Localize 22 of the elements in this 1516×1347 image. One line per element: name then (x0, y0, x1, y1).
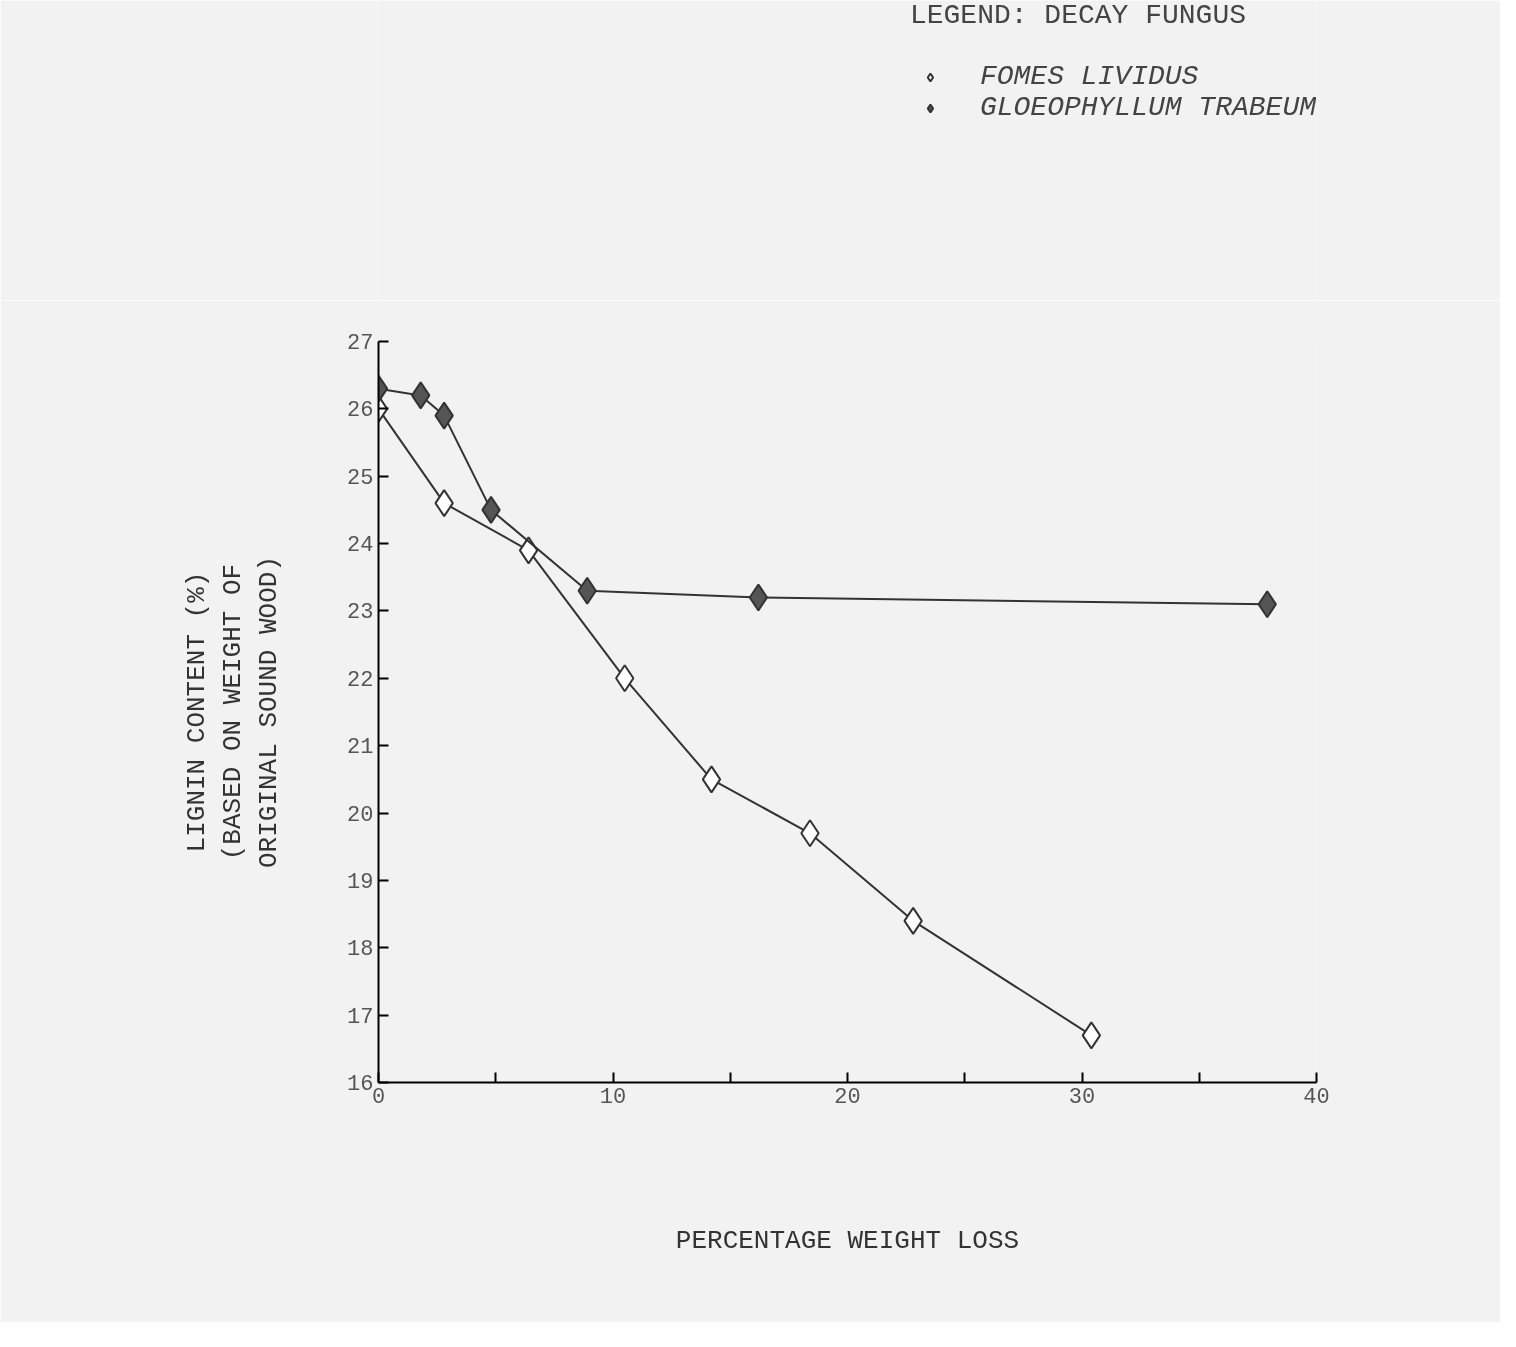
y-axis-title: LIGNIN CONTENT (%) (BASED ON WEIGHT OF ORIGINAL SOUND WOOD) (182, 555, 285, 869)
y-tick-label: 19 (347, 869, 374, 895)
y-tick-label: 16 (347, 1072, 374, 1097)
y-tick-label: 18 (347, 937, 374, 963)
y-tick-label: 22 (347, 667, 374, 693)
x-tick-label: 30 (1068, 1084, 1096, 1110)
legend-label: FOMES LIVIDUS (979, 61, 1199, 92)
y-tick-label: 21 (347, 735, 374, 761)
y-tick-label: 23 (347, 600, 374, 626)
y-tick-label: 24 (347, 533, 374, 559)
x-tick-label: 0 (371, 1084, 386, 1110)
x-axis-title: PERCENTAGE WEIGHT LOSS (675, 1225, 1020, 1256)
y-tick-label: 25 (347, 465, 374, 491)
y-tick-label: 17 (347, 1004, 374, 1030)
x-tick-label: 10 (599, 1084, 627, 1110)
y-tick-label: 20 (347, 802, 374, 828)
legend-title: LEGEND: DECAY FUNGUS (909, 0, 1247, 31)
y-tick-label: 26 (347, 398, 374, 424)
x-tick-label: 40 (1303, 1084, 1330, 1110)
x-tick-label: 20 (834, 1084, 861, 1110)
y-tick-label: 27 (347, 331, 374, 356)
legend-label: GLOEOPHYLLUM TRABEUM (979, 92, 1316, 123)
